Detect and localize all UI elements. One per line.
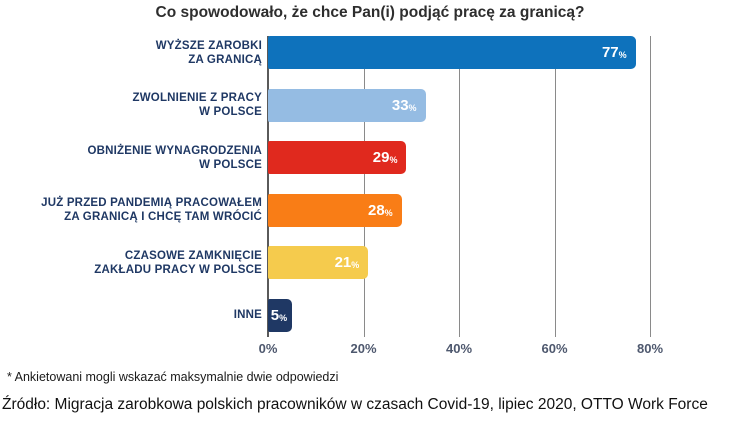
bar-value-label: 28% [368, 202, 393, 219]
y-axis-line [267, 36, 269, 337]
bar-value-unit: % [384, 207, 393, 218]
category-label: WYŻSZE ZAROBKI ZA GRANICĄ [0, 36, 262, 69]
bar: 28% [268, 193, 402, 227]
x-tick-label: 60% [541, 341, 568, 356]
gridline [363, 36, 365, 337]
category-label-line: ZAKŁADU PRACY W POLSCE [94, 263, 262, 276]
bar-value-label: 77% [602, 44, 627, 61]
gridline [554, 36, 556, 337]
category-label: OBNIŻENIE WYNAGRODZENIA W POLSCE [0, 141, 262, 174]
category-label-line: W POLSCE [199, 106, 262, 118]
plot-area: 0% 20% 40% 60% 80% WYŻSZE ZAROBKI ZA GRANICĄ 77… [0, 36, 664, 356]
bar-value-number: 5 [270, 306, 280, 324]
source-line: Źródło: Migracja zarobkowa polskich prac… [2, 396, 708, 413]
bar-value-number: 33 [391, 96, 409, 114]
x-tick-label: 40% [445, 341, 473, 356]
bar-value-label: 21% [335, 254, 360, 271]
category-label-line: ZA GRANICĄ I CHCĘ TAM WRÓCIĆ [64, 211, 262, 223]
bar-value-unit: % [279, 312, 288, 323]
bar: 21% [268, 246, 369, 279]
gridline [459, 36, 460, 337]
category-label-line: WYŻSZE ZAROBKI [155, 39, 262, 52]
footnote: * Ankietowani mogli wskazać maksymalnie … [7, 370, 339, 384]
bar: 77% [268, 36, 636, 69]
bar-value-unit: % [408, 102, 417, 113]
bar: 33% [268, 88, 426, 122]
category-label-line: ZWOLNIENIE Z PRACY [132, 92, 262, 104]
bar-value-label: 5% [271, 307, 287, 324]
category-label-line: ZA GRANICĄ [188, 53, 262, 66]
x-tick-label: 20% [350, 341, 377, 356]
category-label-line: CZASOWE ZAMKNIĘCIE [124, 249, 262, 262]
category-label-line: W POLSCE [199, 158, 262, 171]
bar-value-label: 33% [392, 97, 417, 114]
bar-value-number: 29 [372, 149, 390, 166]
category-label: ZWOLNIENIE Z PRACY W POLSCE [0, 89, 262, 122]
category-label-line: JUŻ PRZED PANDEMIĄ PRACOWAŁEM [41, 197, 262, 209]
x-tick-label: 80% [636, 341, 664, 356]
bar-value-number: 77 [601, 44, 619, 61]
category-label-line: INNE [233, 309, 262, 321]
category-label-line: OBNIŻENIE WYNAGRODZENIA [87, 144, 262, 157]
bar-value-number: 28 [367, 201, 385, 219]
category-label: INNE [0, 299, 262, 332]
x-tick-label: 0% [258, 341, 278, 356]
bar-value-label: 29% [373, 149, 398, 166]
bar: 5% [268, 298, 292, 332]
bar-value-unit: % [389, 155, 398, 165]
bar-value-unit: % [618, 50, 627, 60]
bar-value-unit: % [351, 260, 360, 270]
category-label: CZASOWE ZAMKNIĘCIE ZAKŁADU PRACY W POLSCE [0, 246, 262, 279]
category-label: JUŻ PRZED PANDEMIĄ PRACOWAŁEM ZA GRANICĄ … [0, 194, 262, 227]
bar-value-number: 21 [334, 254, 352, 271]
gridline [650, 36, 651, 337]
chart-title: Co spowodowało, że chce Pan(i) podjąć pr… [155, 4, 585, 21]
bar: 29% [268, 141, 407, 174]
